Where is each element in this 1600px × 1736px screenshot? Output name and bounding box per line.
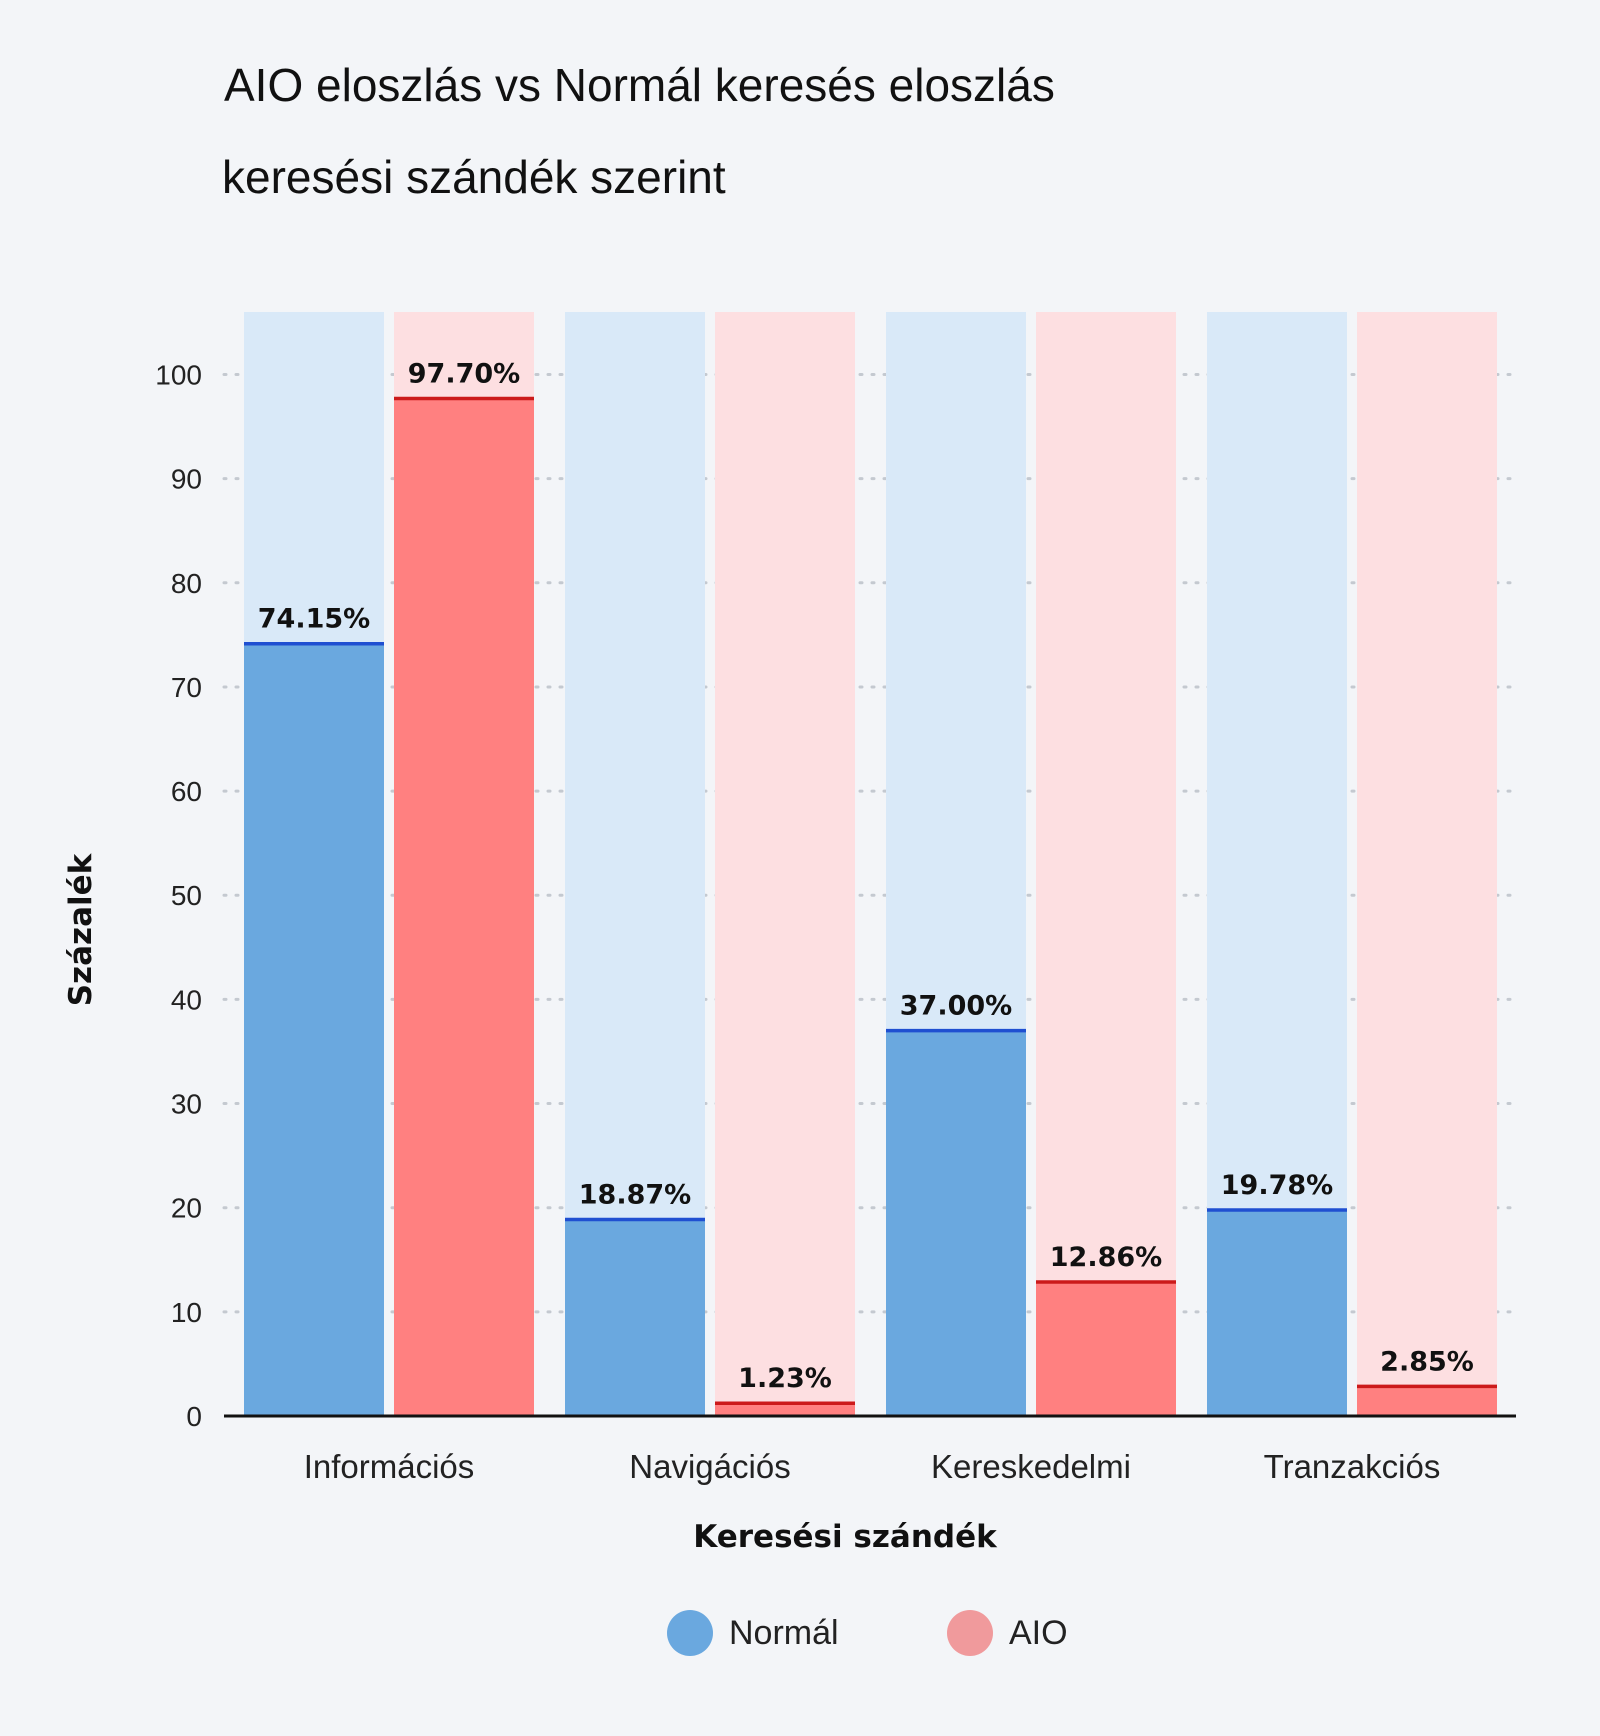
x-tick-label-informacios: Információs: [304, 1448, 475, 1485]
x-tick-label-navigacios: Navigációs: [629, 1448, 790, 1485]
value-label-normal-informacios: 74.15%: [258, 604, 370, 635]
y-tick-label-30: 30: [171, 1089, 202, 1120]
bars: [244, 396, 1497, 1416]
y-tick-label-100: 100: [155, 359, 202, 390]
bar-chart: 0 10 20 30 40 50 60 70 80 90 100 Információs Navigác…: [63, 312, 1518, 1555]
legend-label-normal: Normál: [729, 1613, 839, 1652]
y-tick-label-80: 80: [171, 568, 202, 599]
x-tick-label-kereskedelmi: Kereskedelmi: [931, 1448, 1131, 1485]
legend-swatch-normal: [667, 1610, 713, 1656]
legend-swatch-aio: [947, 1610, 993, 1656]
bar-aio-tranzakcios[interactable]: [1357, 1386, 1497, 1416]
bar-aio-informacios[interactable]: [394, 398, 534, 1416]
y-tick-label-0: 0: [186, 1401, 202, 1432]
value-label-normal-navigacios: 18.87%: [579, 1179, 691, 1210]
legend-item-normal[interactable]: Normál: [667, 1605, 839, 1661]
bar-background-aio-kereskedelmi: [1036, 312, 1176, 1416]
y-tick-label-70: 70: [171, 672, 202, 703]
chart-subtitle: keresési szándék szerint: [222, 151, 726, 203]
bar-normal-informacios[interactable]: [244, 643, 384, 1416]
y-tick-label-10: 10: [171, 1297, 202, 1328]
bar-normal-kereskedelmi[interactable]: [886, 1030, 1026, 1416]
data-labels: 74.15% 97.70% 18.87% 1.23% 37.00% 12.86% 19.78…: [258, 358, 1474, 1394]
x-axis-title: Keresési szándék: [693, 1519, 998, 1555]
value-label-aio-informacios: 97.70%: [408, 358, 520, 389]
y-tick-label-50: 50: [171, 880, 202, 911]
bar-background-aio-navigacios: [715, 312, 855, 1416]
value-label-aio-kereskedelmi: 12.86%: [1050, 1242, 1162, 1273]
bar-aio-kereskedelmi[interactable]: [1036, 1282, 1176, 1416]
y-tick-label-40: 40: [171, 984, 202, 1015]
axes: 0 10 20 30 40 50 60 70 80 90 100 Információs Navigác…: [155, 359, 1516, 1485]
bar-aio-navigacios[interactable]: [715, 1403, 855, 1416]
y-axis-title: Százalék: [63, 852, 99, 1006]
bar-normal-navigacios[interactable]: [565, 1219, 705, 1416]
value-label-aio-navigacios: 1.23%: [738, 1363, 832, 1394]
y-tick-label-20: 20: [171, 1193, 202, 1224]
y-tick-label-60: 60: [171, 776, 202, 807]
bar-background-aio-tranzakcios: [1357, 312, 1497, 1416]
x-tick-label-tranzakcios: Tranzakciós: [1264, 1448, 1441, 1485]
legend-label-aio: AIO: [1009, 1613, 1068, 1652]
y-tick-label-90: 90: [171, 464, 202, 495]
chart-title: AIO eloszlás vs Normál keresés eloszlás: [224, 59, 1055, 111]
bar-normal-tranzakcios[interactable]: [1207, 1209, 1347, 1416]
value-label-aio-tranzakcios: 2.85%: [1380, 1346, 1474, 1377]
value-label-normal-kereskedelmi: 37.00%: [900, 991, 1012, 1022]
legend: Normál AIO: [0, 1605, 1600, 1661]
legend-item-aio[interactable]: AIO: [947, 1605, 1068, 1661]
value-label-normal-tranzakcios: 19.78%: [1221, 1170, 1333, 1201]
